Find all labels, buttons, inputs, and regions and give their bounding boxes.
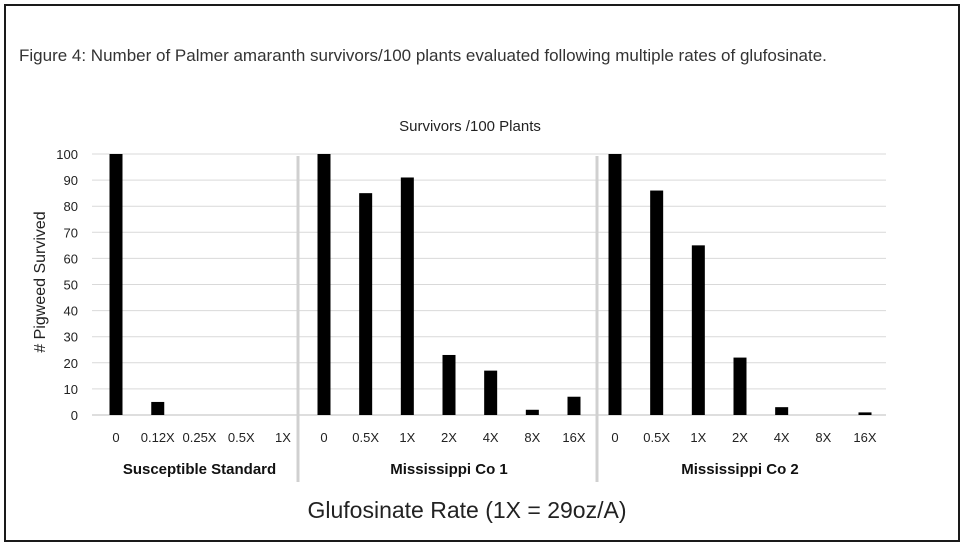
x-tick-label: 0.25X [183,430,217,445]
figure-frame [4,4,960,542]
bar [359,193,373,415]
bar [608,154,622,415]
x-tick-label: 0.5X [228,430,255,445]
x-tick-label: 0.5X [643,430,670,445]
y-tick-label: 50 [64,278,78,293]
y-tick-label: 60 [64,251,78,266]
bar [317,154,331,415]
group-label: Susceptible Standard [123,461,276,478]
bars [109,154,872,415]
y-tick-label: 80 [64,199,78,214]
y-tick-label: 100 [56,147,78,162]
chart-title: Survivors /100 Plants [399,118,541,135]
x-tick-label: 0.12X [141,430,175,445]
bar [650,190,664,415]
x-tick-label: 0 [611,430,618,445]
bar [484,370,498,415]
bar [691,245,705,415]
y-tick-label: 70 [64,225,78,240]
tick-labels: 0 10 20 30 40 50 60 70 80 90 100 0 0.12X 0.25X 0.5X 1X 0… [56,147,877,445]
x-tick-label: 1X [399,430,415,445]
x-tick-label: 2X [732,430,748,445]
x-tick-label: 16X [853,430,876,445]
bar [525,409,539,415]
x-tick-label: 0.5X [352,430,379,445]
x-tick-label: 0 [320,430,327,445]
x-tick-label: 8X [524,430,540,445]
y-tick-label: 90 [64,173,78,188]
bar [567,396,581,415]
x-axis-label: Glufosinate Rate (1X = 29oz/A) [308,497,627,523]
group-labels: Susceptible Standard Mississippi Co 1 Miss… [123,461,799,478]
bar [858,412,872,415]
y-tick-label: 30 [64,330,78,345]
y-tick-label: 40 [64,304,78,319]
bar [151,401,165,415]
bar [775,407,789,415]
bar [733,357,747,415]
x-tick-label: 1X [690,430,706,445]
x-tick-label: 4X [483,430,499,445]
bar [400,177,414,415]
x-tick-label: 16X [562,430,585,445]
group-label: Mississippi Co 1 [390,461,508,478]
group-label: Mississippi Co 2 [681,461,799,478]
figure-caption: Figure 4: Number of Palmer amaranth surv… [19,46,827,65]
y-axis-label: # Pigweed Survived [32,211,49,352]
x-tick-label: 8X [815,430,831,445]
x-tick-label: 0 [112,430,119,445]
y-tick-label: 20 [64,356,78,371]
group-separators [296,156,599,482]
bar [109,154,123,415]
y-tick-label: 0 [71,408,78,423]
x-tick-label: 2X [441,430,457,445]
gridlines [92,153,886,416]
y-tick-label: 10 [64,382,78,397]
bar [442,354,456,415]
x-tick-label: 1X [275,430,291,445]
x-tick-label: 4X [774,430,790,445]
